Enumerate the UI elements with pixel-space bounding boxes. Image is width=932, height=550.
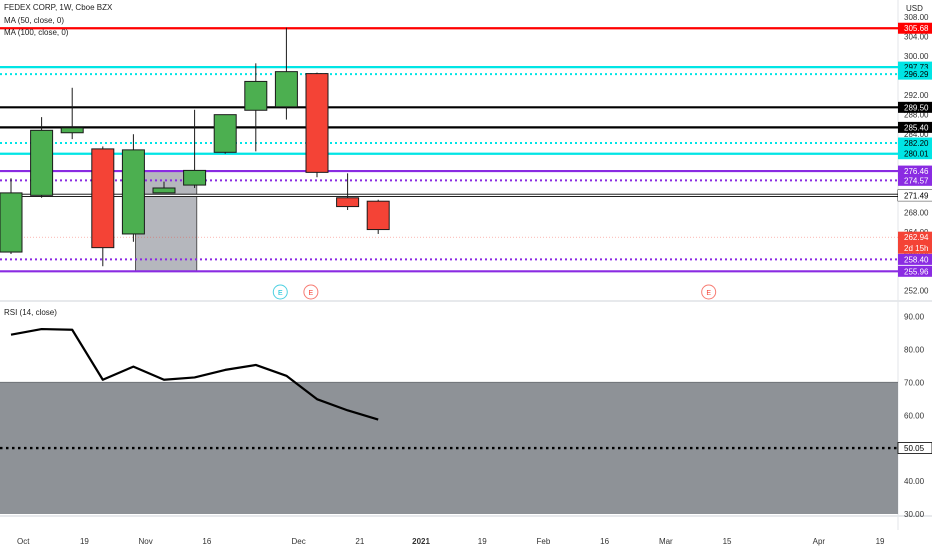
level-badge-bg <box>898 265 932 277</box>
rsi-legend[interactable]: RSI (14, close) <box>4 308 57 317</box>
ma100-legend[interactable]: MA (100, close, 0) <box>4 28 69 37</box>
last-price-countdown: 2d 15h <box>904 244 928 253</box>
price-tick-label: 284.00 <box>904 130 929 139</box>
currency-label: USD <box>906 4 923 13</box>
candles-layer <box>0 27 390 267</box>
level-badge-bg <box>898 121 932 133</box>
price-tick-label: 288.00 <box>904 111 929 120</box>
rsi-badge: 50.05 <box>904 444 925 453</box>
price-axis[interactable]: 252.00256.00260.00264.00268.00272.00276.… <box>897 13 932 519</box>
time-tick-label: 19 <box>80 537 89 546</box>
candle-body[interactable] <box>60 127 84 134</box>
level-badge: 255.96 <box>904 267 929 276</box>
candle-body[interactable] <box>366 200 390 231</box>
earnings-marker[interactable] <box>701 284 717 300</box>
level-badge: 276.46 <box>904 167 929 176</box>
candle-body[interactable] <box>336 197 360 208</box>
level-badge-bg <box>898 61 932 73</box>
candle-body[interactable] <box>30 129 54 196</box>
earnings-marker[interactable] <box>272 284 288 300</box>
rsi-tick-label: 70.00 <box>904 378 925 387</box>
level-badge-bg <box>898 189 932 201</box>
time-tick-label: 21 <box>355 537 364 546</box>
level-badge: 280.01 <box>904 150 929 159</box>
level-badge-bg <box>898 165 932 177</box>
rsi-band <box>0 382 898 514</box>
level-badge: 296.29 <box>904 70 929 79</box>
time-tick-label: 19 <box>876 537 885 546</box>
rsi-tick-label: 60.00 <box>904 411 925 420</box>
rsi-layer <box>0 327 898 514</box>
candle-body[interactable] <box>244 80 268 111</box>
earnings-marker-letter: E <box>278 290 283 297</box>
candle-body[interactable] <box>305 73 329 173</box>
time-axis[interactable]: Oct 19 Nov 16 Dec 21 2021 19 Feb 16 Mar 15 Apr 19 <box>17 537 885 546</box>
candle-body[interactable] <box>183 169 207 186</box>
rsi-line[interactable] <box>10 327 379 421</box>
time-tick-label: 19 <box>478 537 487 546</box>
rsi-tick-label: 40.00 <box>904 477 925 486</box>
earnings-marker-letter: E <box>706 290 711 297</box>
time-tick-label: 16 <box>202 537 211 546</box>
candle-body[interactable] <box>274 71 298 108</box>
price-tick-label: 304.00 <box>904 32 929 41</box>
level-badge: 289.50 <box>904 103 929 112</box>
time-tick-label: 16 <box>600 537 609 546</box>
time-tick-label: Apr <box>813 537 826 546</box>
last-price-badge-bg <box>898 231 932 254</box>
candle-body[interactable] <box>152 187 176 194</box>
rsi-badge-bg <box>897 442 932 454</box>
time-tick-label: 2021 <box>412 537 430 546</box>
time-tick-label: Feb <box>537 537 551 546</box>
rsi-tick-label: 90.00 <box>904 313 925 322</box>
level-badge-bg <box>898 253 932 265</box>
rsi-tick-label: 30.00 <box>904 510 925 519</box>
level-badge: 274.57 <box>904 176 929 185</box>
candle-body[interactable] <box>0 192 23 253</box>
time-tick-label: Nov <box>139 537 153 546</box>
candle-body[interactable] <box>121 149 145 235</box>
time-tick-label: 15 <box>723 537 732 546</box>
level-badge: 258.40 <box>904 255 929 264</box>
rsi-tick-label: 80.00 <box>904 345 925 354</box>
last-price-badge: 262.94 <box>904 233 929 242</box>
price-tick-label: 308.00 <box>904 13 929 22</box>
time-tick-label: Dec <box>292 537 306 546</box>
time-tick-label: Mar <box>659 537 673 546</box>
level-badge: 305.68 <box>904 24 929 33</box>
candle-body[interactable] <box>91 148 115 249</box>
level-badge-bg <box>898 68 932 80</box>
level-badge-bg <box>898 174 932 186</box>
level-badge: 282.20 <box>904 139 929 148</box>
level-badge-bg <box>898 137 932 149</box>
chart-title: FEDEX CORP, 1W, Cboe BZX <box>4 3 113 12</box>
levels-layer <box>0 27 898 273</box>
level-badge-bg <box>898 22 932 34</box>
level-badge: 285.40 <box>904 123 929 132</box>
price-tick-label: 292.00 <box>904 91 929 100</box>
ma50-legend[interactable]: MA (50, close, 0) <box>4 16 65 25</box>
level-badge-bg <box>898 148 932 160</box>
price-tick-label: 268.00 <box>904 208 929 217</box>
earnings-marker-letter: E <box>309 290 314 297</box>
time-tick-label: Oct <box>17 537 30 546</box>
price-tick-label: 300.00 <box>904 52 929 61</box>
level-badge: 271.49 <box>904 191 929 200</box>
candle-body[interactable] <box>213 114 237 153</box>
earnings-marker[interactable] <box>303 284 319 300</box>
level-badge-bg <box>898 101 932 113</box>
price-tick-label: 252.00 <box>904 287 929 296</box>
level-badge: 297.73 <box>904 63 929 72</box>
